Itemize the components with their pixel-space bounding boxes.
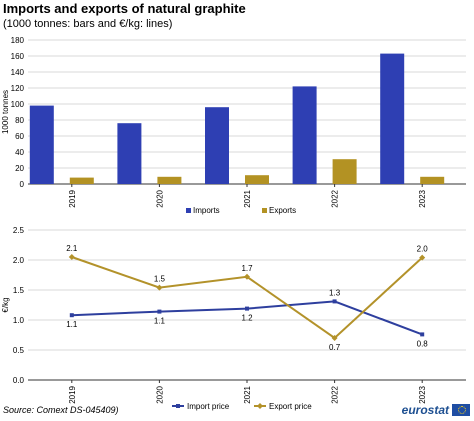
legend-label: Export price bbox=[269, 402, 312, 411]
y-tick-label: 2.5 bbox=[13, 226, 25, 235]
legend-swatch-exports bbox=[262, 208, 267, 213]
x-tick-label: 2023 bbox=[418, 385, 427, 403]
point-import-price bbox=[69, 313, 74, 318]
y-tick-label: 60 bbox=[15, 132, 24, 141]
point-export-price bbox=[68, 254, 75, 260]
x-tick-label: 2019 bbox=[68, 189, 77, 207]
y-axis-label: 1000 tonnes bbox=[1, 90, 10, 134]
point-export-price bbox=[156, 284, 163, 291]
bar-exports-2022 bbox=[332, 159, 357, 184]
point-export-price bbox=[244, 273, 250, 280]
legend-marker bbox=[176, 404, 180, 408]
y-tick-label: 0 bbox=[20, 180, 25, 189]
logo-text: eurostat bbox=[401, 403, 449, 417]
legend-marker bbox=[257, 403, 263, 409]
y-tick-label: 160 bbox=[11, 52, 25, 61]
data-label-export-price: 2.0 bbox=[417, 245, 429, 254]
data-label-import-price: 1.1 bbox=[66, 320, 78, 329]
y-tick-label: 180 bbox=[11, 36, 25, 45]
point-export-price bbox=[419, 254, 426, 261]
chart-subtitle: (1000 tonnes: bars and €/kg: lines) bbox=[3, 18, 173, 30]
data-label-export-price: 0.7 bbox=[329, 343, 341, 352]
x-tick-label: 2019 bbox=[68, 385, 77, 403]
chart-title: Imports and exports of natural graphite bbox=[3, 1, 246, 16]
legend-swatch-imports bbox=[186, 208, 191, 213]
legend-label: Import price bbox=[187, 402, 230, 411]
point-import-price bbox=[420, 332, 425, 337]
bar-exports-2019 bbox=[69, 177, 94, 184]
data-label-export-price: 2.1 bbox=[66, 244, 78, 253]
y-tick-label: 80 bbox=[15, 116, 24, 125]
y-tick-label: 2.0 bbox=[13, 256, 25, 265]
data-label-import-price: 0.8 bbox=[417, 339, 429, 348]
y-tick-label: 40 bbox=[15, 148, 24, 157]
x-tick-label: 2020 bbox=[155, 385, 164, 403]
y-axis-label: €/kg bbox=[1, 297, 10, 312]
bar-exports-2020 bbox=[157, 176, 182, 184]
data-label-export-price: 1.5 bbox=[154, 275, 166, 284]
y-tick-label: 20 bbox=[15, 164, 24, 173]
data-label-export-price: 1.7 bbox=[241, 264, 253, 273]
bar-exports-2021 bbox=[245, 175, 269, 184]
y-tick-label: 1.0 bbox=[13, 316, 25, 325]
bar-imports-2022 bbox=[292, 86, 317, 184]
data-label-import-price: 1.2 bbox=[241, 314, 253, 323]
point-export-price bbox=[331, 335, 338, 341]
x-tick-label: 2022 bbox=[331, 385, 340, 403]
legend-label: Exports bbox=[269, 206, 296, 215]
bar-imports-2019 bbox=[29, 105, 54, 184]
source-note: Source: Comext DS-045409) bbox=[3, 405, 119, 415]
x-tick-label: 2021 bbox=[243, 385, 252, 403]
y-tick-label: 1.5 bbox=[13, 286, 25, 295]
bar-imports-2023 bbox=[380, 53, 405, 184]
data-label-import-price: 1.3 bbox=[329, 288, 341, 297]
legend-label: Imports bbox=[193, 206, 220, 215]
bar-imports-2021 bbox=[205, 107, 229, 184]
x-tick-label: 2021 bbox=[243, 189, 252, 207]
y-tick-label: 140 bbox=[11, 68, 25, 77]
point-import-price bbox=[332, 299, 337, 304]
bar-imports-2020 bbox=[117, 123, 142, 184]
eurostat-logo: eurostat bbox=[402, 403, 470, 417]
y-tick-label: 0.5 bbox=[13, 346, 25, 355]
y-tick-label: 0.0 bbox=[13, 376, 25, 385]
bar-chart: 0 20 40 60 80 100 120 140 160 180 1000 tonnes 2019 2… bbox=[1, 36, 466, 215]
x-tick-label: 2022 bbox=[331, 189, 340, 207]
data-label-import-price: 1.1 bbox=[154, 317, 166, 326]
x-tick-label: 2023 bbox=[418, 189, 427, 207]
point-import-price bbox=[245, 306, 249, 311]
bar-exports-2023 bbox=[420, 176, 445, 184]
y-tick-label: 100 bbox=[11, 100, 25, 109]
y-tick-label: 120 bbox=[11, 84, 25, 93]
x-tick-label: 2020 bbox=[155, 189, 164, 207]
eu-flag-icon bbox=[452, 404, 470, 416]
point-import-price bbox=[157, 309, 162, 314]
